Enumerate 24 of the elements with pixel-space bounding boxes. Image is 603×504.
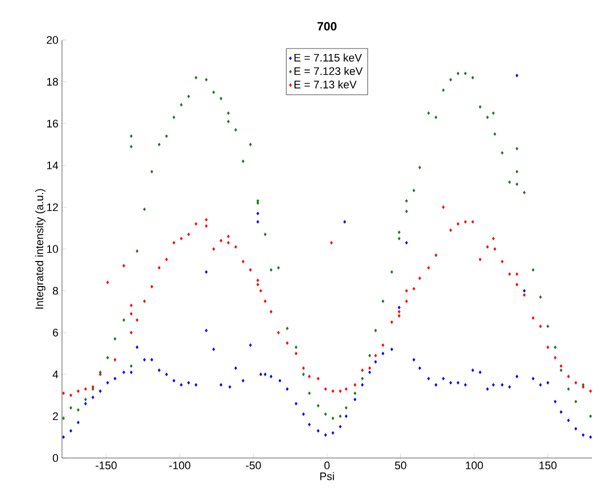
x-tick-label: -150 [96, 462, 117, 470]
y-tick-label: 16 [47, 120, 58, 128]
legend-label: E = 7.115 keV [294, 54, 362, 62]
x-axis-title: Psi [320, 472, 334, 480]
y-tick-label: 2 [52, 412, 58, 420]
y-tick-label: 18 [47, 78, 58, 86]
y-tick-label: 10 [47, 245, 58, 253]
legend-label: E = 7.123 keV [294, 66, 363, 76]
y-tick-label: 8 [52, 286, 58, 295]
y-tick-label: 14 [47, 162, 58, 170]
y-tick-label: 12 [47, 203, 58, 212]
x-tick-label: 50 [394, 462, 406, 470]
x-tick-label: -100 [169, 462, 190, 470]
y-tick-label: 4 [52, 370, 58, 378]
y-axis-title: Integrated intensity (a.u.) [35, 189, 46, 309]
y-tick-label: 20 [46, 36, 58, 44]
y-tick-label: 0 [52, 454, 58, 462]
y-tick-label: 6 [52, 328, 58, 336]
x-tick-label: 150 [540, 462, 557, 470]
x-tick-label: 0 [324, 462, 330, 470]
x-tick-label: -50 [246, 462, 261, 470]
x-tick-label: 100 [466, 462, 483, 470]
legend-label: E = 7.13 keV [294, 80, 357, 88]
chart-title: 700 [318, 22, 336, 30]
